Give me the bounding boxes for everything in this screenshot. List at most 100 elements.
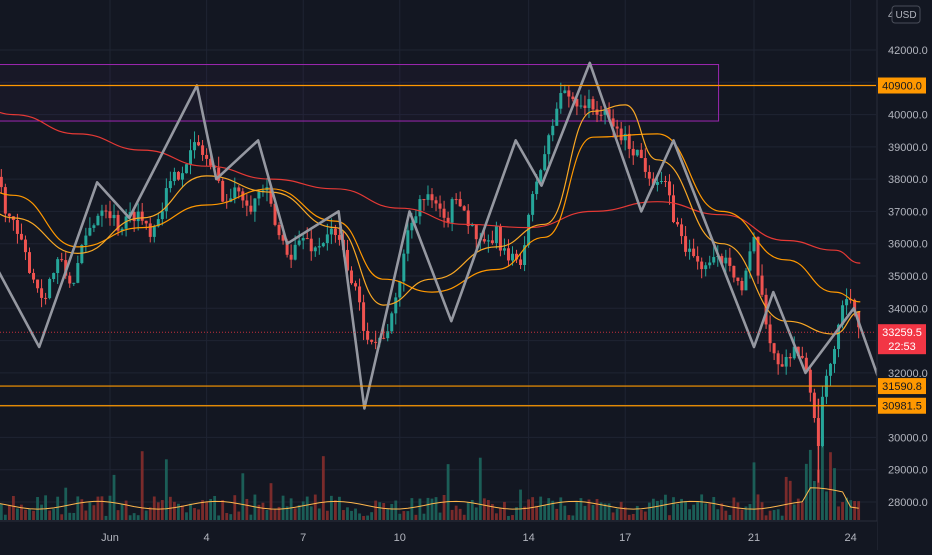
volume-bar-18 xyxy=(20,504,23,520)
volume-bars xyxy=(0,435,861,520)
candle-body-171 xyxy=(635,149,639,156)
volume-bar-203 xyxy=(764,515,768,520)
volume-bar-115 xyxy=(410,498,414,520)
candle-body-137 xyxy=(498,226,502,251)
candle-body-162 xyxy=(599,114,603,116)
volume-bar-183 xyxy=(684,500,687,520)
volume-bar-13 xyxy=(0,503,3,520)
price-tick-label-12: 40000.0 xyxy=(888,110,928,122)
candle-body-95 xyxy=(329,228,333,235)
volume-average-line xyxy=(0,487,859,510)
candle-body-91 xyxy=(313,247,317,252)
candle-body-172 xyxy=(639,149,643,159)
candle-body-188 xyxy=(704,265,708,270)
volume-bar-141 xyxy=(515,507,518,520)
candle-body-170 xyxy=(631,148,635,156)
candle-body-120 xyxy=(430,194,434,201)
volume-bar-33 xyxy=(80,499,84,520)
candle-body-57 xyxy=(176,171,180,180)
volume-bar-177 xyxy=(660,499,663,520)
candle-body-117 xyxy=(418,199,422,217)
time-tick-label-3: 10 xyxy=(394,532,406,544)
volume-bar-56 xyxy=(173,501,176,520)
candle-body-75 xyxy=(249,205,253,212)
time-tick-label-4: 14 xyxy=(522,532,534,544)
volume-bar-53 xyxy=(160,500,164,520)
volume-bar-199 xyxy=(748,504,752,520)
candle-body-26 xyxy=(52,273,56,279)
candle-body-222 xyxy=(841,305,845,325)
volume-bar-130 xyxy=(470,499,474,520)
volume-bar-113 xyxy=(402,511,406,520)
volume-bar-91 xyxy=(313,494,317,520)
candle-body-161 xyxy=(595,109,599,115)
candle-body-210 xyxy=(792,346,796,359)
candle-body-225 xyxy=(853,299,857,312)
volume-bar-132 xyxy=(478,457,482,520)
candle-body-201 xyxy=(756,236,760,276)
volume-bar-43 xyxy=(120,503,124,520)
volume-bar-174 xyxy=(647,502,651,520)
candle-body-147 xyxy=(539,170,543,182)
volume-bar-99 xyxy=(346,507,349,520)
price-tick-label-1: 29000.0 xyxy=(888,465,928,477)
volume-bar-40 xyxy=(108,495,112,520)
candle-body-39 xyxy=(104,210,108,212)
candle-body-185 xyxy=(692,248,696,257)
volume-bar-152 xyxy=(559,497,563,520)
volume-bar-126 xyxy=(454,505,458,520)
volume-bar-75 xyxy=(249,514,253,520)
candle-body-15 xyxy=(7,213,11,217)
candle-body-89 xyxy=(305,238,309,240)
volume-bar-188 xyxy=(704,503,708,520)
candle-body-167 xyxy=(619,128,623,141)
volume-bar-216 xyxy=(817,469,820,520)
volume-bar-196 xyxy=(736,502,740,520)
candle-body-88 xyxy=(301,238,305,241)
volume-bar-90 xyxy=(309,506,313,520)
volume-bar-45 xyxy=(128,515,132,520)
volume-bar-101 xyxy=(354,508,357,520)
volume-bar-36 xyxy=(92,505,96,520)
candle-body-168 xyxy=(623,133,627,141)
candle-body-214 xyxy=(808,369,812,393)
candle-body-71 xyxy=(233,187,237,199)
candle-body-76 xyxy=(253,198,257,212)
volume-bar-158 xyxy=(583,505,587,520)
candle-body-49 xyxy=(144,220,148,224)
candle-body-124 xyxy=(446,217,450,223)
candle-body-156 xyxy=(575,99,579,107)
candle-body-53 xyxy=(160,211,164,220)
candle-body-115 xyxy=(410,222,414,231)
candle-body-181 xyxy=(676,222,680,225)
volume-bar-74 xyxy=(245,498,249,520)
candle-body-123 xyxy=(442,208,446,218)
volume-bar-68 xyxy=(221,500,225,520)
candle-body-41 xyxy=(112,214,116,219)
volume-bar-187 xyxy=(700,494,704,520)
volume-bar-181 xyxy=(676,503,679,520)
volume-bar-223 xyxy=(845,497,848,520)
volume-bar-180 xyxy=(672,497,675,520)
volume-bar-146 xyxy=(535,505,539,520)
candle-body-186 xyxy=(696,256,700,262)
candle-body-74 xyxy=(245,200,249,206)
candle-body-169 xyxy=(627,133,631,149)
volume-bar-185 xyxy=(692,504,696,520)
volume-bar-50 xyxy=(148,507,152,520)
volume-bar-59 xyxy=(185,512,188,520)
volume-bar-210 xyxy=(792,504,796,520)
candle-body-109 xyxy=(386,331,390,339)
candle-body-64 xyxy=(205,154,209,159)
volume-bar-28 xyxy=(60,514,64,520)
candle-body-55 xyxy=(168,181,172,189)
volume-bar-201 xyxy=(756,494,760,520)
candle-body-80 xyxy=(269,187,273,204)
volume-bar-92 xyxy=(317,508,321,520)
candle-body-13 xyxy=(0,176,3,188)
candle-body-178 xyxy=(663,180,667,182)
range-rectangle xyxy=(0,64,720,122)
volume-bar-111 xyxy=(394,500,398,520)
